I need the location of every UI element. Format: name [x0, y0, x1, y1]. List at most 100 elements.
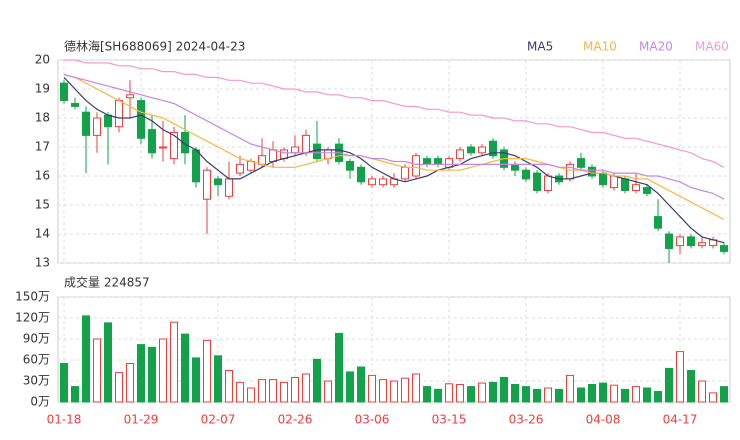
- volume-bar: [522, 386, 530, 403]
- candle-body: [291, 146, 299, 154]
- ma-line: [63, 73, 725, 221]
- candle-body: [533, 172, 541, 192]
- x-tick-label: 01-29: [124, 413, 159, 427]
- candle-body: [126, 94, 134, 99]
- volume-bar: [203, 339, 211, 403]
- candle-body: [467, 146, 475, 154]
- y-tick-label: 90万: [23, 332, 50, 346]
- candle-body: [665, 233, 673, 249]
- candle-body: [104, 114, 112, 128]
- candle-body: [610, 175, 618, 189]
- candle-body: [82, 111, 90, 136]
- ma-line: [63, 73, 725, 200]
- y-tick-label: 120万: [15, 311, 50, 325]
- volume-bar: [577, 387, 585, 403]
- volume-bar: [247, 387, 255, 403]
- volume-bar: [643, 387, 651, 403]
- volume-bar: [335, 332, 343, 403]
- volume-bar: [566, 374, 574, 403]
- candle-body: [654, 216, 662, 229]
- volume-bar: [632, 386, 640, 403]
- candle-body: [401, 166, 409, 180]
- candle-body: [181, 132, 189, 154]
- candle-body: [489, 140, 497, 157]
- x-tick-label: 04-08: [586, 413, 621, 427]
- volume-bar: [291, 377, 299, 403]
- volume-bar: [192, 357, 200, 403]
- candle-body: [71, 103, 79, 107]
- candle-body: [225, 178, 233, 197]
- y-tick-label: 14: [35, 227, 50, 241]
- y-tick-label: 0万: [30, 395, 50, 409]
- volume-bar: [698, 380, 706, 403]
- volume-bar: [137, 344, 145, 403]
- y-tick-label: 150万: [15, 290, 50, 304]
- candle-body: [445, 158, 453, 168]
- candle-body: [720, 245, 728, 252]
- x-tick-label: 01-18: [47, 413, 82, 427]
- volume-bar: [324, 380, 332, 403]
- candle-body: [269, 149, 277, 162]
- y-tick-label: 30万: [23, 374, 50, 388]
- y-tick-label: 60万: [23, 353, 50, 367]
- candle-body: [599, 172, 607, 186]
- candle-body: [302, 134, 310, 154]
- volume-bar: [379, 379, 387, 403]
- volume-bar: [60, 363, 68, 403]
- candle-body: [236, 163, 244, 174]
- ma-line: [64, 59, 725, 168]
- volume-bar: [115, 372, 123, 403]
- candle-body: [280, 149, 288, 160]
- candle-body: [148, 129, 156, 154]
- volume-bar: [82, 315, 90, 403]
- candle-body: [192, 149, 200, 183]
- candle-body: [412, 155, 420, 177]
- volume-bar: [445, 383, 453, 403]
- x-tick-label: 03-06: [355, 413, 390, 427]
- y-tick-label: 20: [35, 53, 50, 67]
- legend-label: MA20: [639, 40, 673, 54]
- volume-bar: [269, 379, 277, 403]
- candle-body: [159, 146, 167, 149]
- volume-bar: [489, 381, 497, 403]
- candle-body: [544, 175, 552, 191]
- candle-body: [456, 149, 464, 160]
- volume-bar: [357, 366, 365, 403]
- volume-bar: [401, 377, 409, 403]
- volume-bar: [225, 370, 233, 403]
- volume-bar: [170, 321, 178, 403]
- candle-body: [643, 187, 651, 194]
- volume-bar: [511, 384, 519, 403]
- legend-label: MA60: [695, 40, 729, 54]
- volume-bar: [346, 371, 354, 403]
- volume-bar: [665, 367, 673, 403]
- candle-body: [357, 166, 365, 183]
- candle-body: [566, 163, 574, 180]
- candle-body: [698, 242, 706, 247]
- candle-body: [478, 146, 486, 154]
- candle-body: [621, 178, 629, 191]
- candle-body: [577, 158, 585, 168]
- candle-body: [346, 161, 354, 171]
- volume-bar: [599, 382, 607, 403]
- volume-bar: [214, 355, 222, 403]
- candle-body: [203, 169, 211, 200]
- volume-bar: [412, 373, 420, 403]
- volume-bar: [104, 322, 112, 403]
- y-tick-label: 17: [35, 140, 50, 154]
- volume-bar: [478, 382, 486, 403]
- volume-bar: [687, 370, 695, 403]
- candle-body: [60, 82, 68, 102]
- candle-body: [522, 169, 530, 180]
- volume-bar: [533, 388, 541, 403]
- y-tick-label: 19: [35, 82, 50, 96]
- volume-bar: [654, 391, 662, 403]
- x-tick-label: 03-26: [509, 413, 544, 427]
- candle-body: [379, 178, 387, 186]
- candle-body: [676, 236, 684, 247]
- candle-body: [368, 178, 376, 186]
- volume-bar: [423, 386, 431, 403]
- candle-body: [247, 161, 255, 171]
- volume-bar: [621, 388, 629, 403]
- volume-bar: [236, 381, 244, 403]
